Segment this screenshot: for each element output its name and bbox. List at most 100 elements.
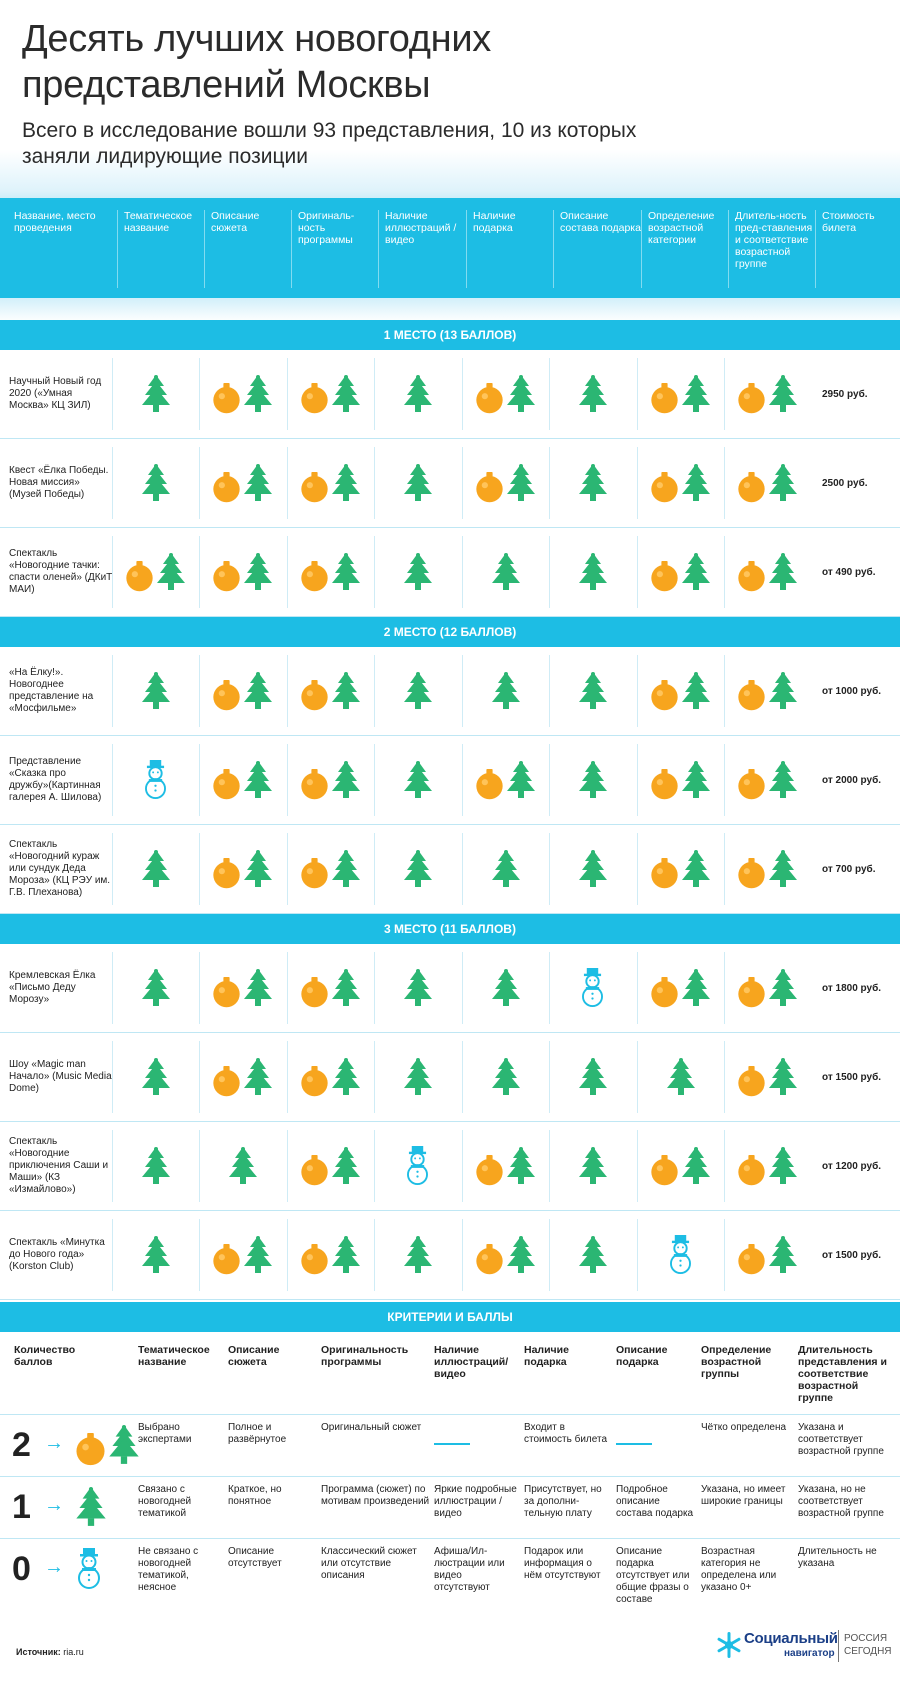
score-cell — [287, 536, 373, 608]
tree-icon — [140, 968, 172, 1008]
ornament-tree-icon — [649, 374, 712, 414]
arrow-right-icon: → — [44, 1556, 64, 1578]
arrow-right-icon: → — [44, 1494, 64, 1516]
ticket-price: от 1000 руб. — [822, 685, 882, 697]
tree-icon — [490, 552, 522, 592]
criteria-score: 0 — [12, 1550, 31, 1588]
score-cell — [374, 952, 460, 1024]
score-cell — [462, 447, 548, 519]
ticket-price: от 1200 руб. — [822, 1160, 882, 1172]
ticket-price: от 700 руб. — [822, 863, 876, 875]
score-cell — [637, 744, 723, 816]
table-row: Спектакль «Новогодние приключения Саши и… — [0, 1122, 900, 1211]
score-cell — [637, 536, 723, 608]
tree-icon — [402, 374, 434, 414]
score-cell — [287, 1219, 373, 1291]
ornament-tree-icon — [124, 552, 187, 592]
ornament-tree-icon — [211, 849, 274, 889]
source-value: ria.ru — [63, 1647, 84, 1657]
score-cell — [112, 952, 198, 1024]
empty-dash — [616, 1443, 652, 1445]
ornament-tree-icon — [299, 1235, 362, 1275]
criteria-header: Наличие иллюстраций/ видео — [434, 1344, 509, 1380]
criteria-row — [0, 1414, 900, 1476]
table-row: Кремлевская Ёлка «Письмо Деду Морозу» — [0, 944, 900, 1033]
score-cell — [112, 833, 198, 905]
page-title: Десять лучших новогодних представлений М… — [22, 18, 491, 106]
show-name: Спектакль «Новогодние тачки: спасти олен… — [9, 548, 113, 595]
score-cell — [724, 833, 810, 905]
criteria-cell: Подарок или информация о нём отсутствуют — [524, 1546, 601, 1581]
tree-icon — [577, 552, 609, 592]
criteria-cell: Связано с новогодней тематикой — [138, 1484, 192, 1519]
score-cell — [637, 1041, 723, 1113]
score-cell — [112, 1041, 198, 1113]
tree-icon — [577, 1146, 609, 1186]
ticket-price: 2500 руб. — [822, 477, 868, 489]
criteria-cell: Указана и соответствует возрастной групп… — [798, 1422, 884, 1457]
source-note: Источник: ria.ru — [16, 1647, 84, 1657]
criteria-cell: Указана, но имеет широкие границы — [701, 1484, 786, 1507]
score-cell — [637, 655, 723, 727]
ornament-tree-icon — [299, 1057, 362, 1097]
ornament-tree-icon — [736, 1057, 799, 1097]
tree-icon — [402, 1235, 434, 1275]
show-name: Квест «Ёлка Победы. Новая миссия» (Музей… — [9, 465, 109, 500]
ticket-price: от 490 руб. — [822, 566, 876, 578]
tree-icon — [227, 1146, 259, 1186]
criteria-icon — [74, 1486, 108, 1528]
tree-icon — [490, 671, 522, 711]
score-cell — [637, 952, 723, 1024]
score-cell — [462, 1130, 548, 1202]
ornament-tree-icon — [649, 552, 712, 592]
ornament-tree-icon — [474, 374, 537, 414]
criteria-cell: Полное и развёрнутое — [228, 1422, 287, 1445]
header: Десять лучших новогодних представлений М… — [0, 0, 900, 200]
snowman-icon — [141, 760, 170, 800]
arrow-right-icon: → — [44, 1432, 64, 1454]
criteria-cell: Описание подарка отсутствует или общие ф… — [616, 1546, 690, 1605]
ornament-tree-icon — [649, 968, 712, 1008]
ornament-tree-icon — [474, 760, 537, 800]
criteria-cell: Не связано с новогодней тематикой, неясн… — [138, 1546, 199, 1593]
score-cell — [287, 952, 373, 1024]
criteria-header: Наличие подарка — [524, 1344, 569, 1368]
ornament-tree-icon — [299, 760, 362, 800]
score-cell — [199, 952, 285, 1024]
criteria-cell: Возрастная категория не определена или у… — [701, 1546, 777, 1593]
criteria-header: Описание подарка — [616, 1344, 668, 1368]
score-cell — [549, 1130, 635, 1202]
score-cell — [374, 744, 460, 816]
logo-separator — [838, 1630, 839, 1662]
table-row: Представление «Сказка про дружбу»(Картин… — [0, 736, 900, 825]
criteria-cell: Чётко определена — [701, 1422, 787, 1433]
criteria-cell: Описание отсутствует — [228, 1546, 282, 1569]
ornament-tree-icon — [474, 1146, 537, 1186]
table-row: Шоу «Magic man Начало» (Music Media Dome… — [0, 1033, 900, 1122]
score-cell — [724, 1219, 810, 1291]
ornament-tree-icon — [211, 760, 274, 800]
tree-icon — [577, 760, 609, 800]
criteria-header: Тематическое название — [138, 1344, 210, 1368]
ornament-tree-icon — [736, 849, 799, 889]
ticket-price: от 1800 руб. — [822, 982, 882, 994]
logo-brand-line2: СЕГОДНЯ — [844, 1646, 892, 1657]
score-cell — [724, 952, 810, 1024]
table-row: «На Ёлку!». Новогоднее представление на … — [0, 647, 900, 736]
ornament-tree-icon — [211, 1057, 274, 1097]
table-row: Научный Новый год 2020 («Умная Москва» К… — [0, 350, 900, 439]
score-cell — [724, 358, 810, 430]
logo-brand: РОССИЯ СЕГОДНЯ — [844, 1632, 892, 1658]
criteria-cell: Указана, но не соответствует возрастной … — [798, 1484, 884, 1519]
ornament-tree-icon — [736, 1235, 799, 1275]
column-header: Описание состава подарка — [553, 210, 641, 288]
tree-icon — [577, 1057, 609, 1097]
column-header: Оригиналь-ность программы — [291, 210, 378, 288]
empty-dash — [434, 1443, 470, 1445]
show-name: Представление «Сказка про дружбу»(Картин… — [9, 756, 102, 803]
tree-icon — [402, 849, 434, 889]
score-cell — [287, 447, 373, 519]
show-name: Научный Новый год 2020 («Умная Москва» К… — [9, 376, 102, 411]
ornament-tree-icon — [474, 463, 537, 503]
snowman-icon — [666, 1235, 695, 1275]
